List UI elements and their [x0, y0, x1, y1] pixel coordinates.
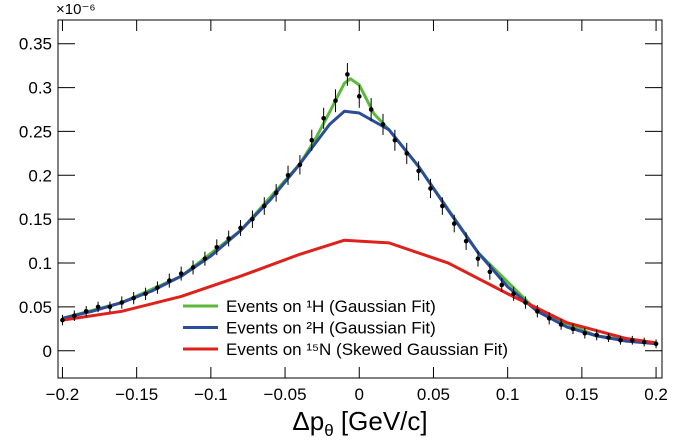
- data-point: [107, 304, 113, 310]
- data-point: [261, 203, 267, 209]
- legend-label: Events on ¹⁵N (Skewed Gaussian Fit): [226, 340, 508, 359]
- x-tick-label: 0: [355, 385, 364, 404]
- data-point: [535, 309, 540, 314]
- x-tick-label: 0.15: [565, 385, 598, 404]
- data-point: [511, 291, 516, 297]
- data-point: [463, 238, 469, 244]
- data-point: [119, 300, 125, 305]
- data-point: [285, 173, 291, 178]
- data-point: [380, 122, 386, 127]
- data-point: [95, 304, 101, 310]
- data-point: [582, 330, 588, 336]
- data-point: [630, 337, 635, 343]
- x-tick-label: 0.05: [417, 385, 450, 404]
- data-point: [416, 168, 421, 174]
- x-label-sub: θ: [324, 421, 333, 440]
- data-point: [167, 278, 172, 283]
- data-point: [238, 225, 243, 231]
- data-point: [72, 313, 77, 319]
- y-multiplier: ×10⁻⁶: [56, 1, 96, 18]
- data-point: [202, 256, 208, 261]
- legend-label: Events on ¹H (Gaussian Fit): [226, 297, 436, 316]
- y-tick-label: 0.1: [28, 254, 52, 273]
- data-point: [190, 265, 196, 270]
- fit-line: [62, 238, 657, 345]
- data-point: [83, 309, 89, 314]
- x-tick-label: −0.05: [264, 385, 307, 404]
- data-point: [499, 282, 505, 288]
- data-point: [143, 291, 148, 297]
- data-point: [250, 216, 255, 222]
- data-point: [475, 256, 481, 261]
- data-point: [570, 326, 576, 332]
- data-point: [321, 115, 326, 121]
- data-point: [155, 285, 160, 290]
- data-point: [558, 322, 564, 327]
- data-point: [618, 337, 623, 343]
- data-point: [523, 300, 528, 305]
- data-point: [178, 271, 184, 276]
- data-point: [345, 72, 350, 77]
- data-point: [641, 339, 647, 345]
- y-tick-label: 0.35: [19, 35, 52, 54]
- data-point: [297, 162, 303, 168]
- y-tick-label: 0.05: [19, 298, 52, 317]
- y-tick-label: 0.2: [28, 166, 52, 185]
- data-point: [309, 137, 315, 143]
- data-point: [404, 151, 410, 156]
- x-label-rest: [GeV/c]: [334, 406, 428, 436]
- data-point: [214, 244, 220, 250]
- y-tick-label: 0.15: [19, 210, 52, 229]
- data-point: [273, 190, 279, 196]
- data-point: [428, 186, 433, 191]
- data-point: [333, 98, 338, 104]
- data-point: [440, 203, 445, 209]
- data-point: [226, 236, 231, 241]
- data-point: [594, 332, 600, 338]
- x-tick-label: 0.2: [644, 385, 668, 404]
- y-tick-label: 0: [43, 342, 52, 361]
- data-point: [546, 316, 552, 321]
- x-tick-label: −0.15: [115, 385, 158, 404]
- data-point: [60, 317, 65, 323]
- y-tick-label: 0.25: [19, 122, 52, 141]
- data-point: [392, 137, 398, 143]
- data-point: [131, 295, 136, 301]
- x-axis-label: Δpθ [GeV/c]: [292, 406, 427, 440]
- x-label-main: Δp: [292, 406, 324, 436]
- fit-line: [62, 109, 657, 346]
- data-point: [451, 221, 457, 226]
- data-point: [487, 269, 493, 275]
- data-point: [653, 341, 659, 347]
- x-tick-label: 0.1: [496, 385, 520, 404]
- y-tick-label: 0.3: [28, 79, 52, 98]
- data-point: [368, 107, 374, 112]
- legend-label: Events on ²H (Gaussian Fit): [226, 319, 436, 338]
- x-tick-label: −0.1: [194, 385, 228, 404]
- data-point: [606, 335, 611, 340]
- plot-frame: [57, 19, 663, 379]
- data-point: [356, 94, 362, 99]
- x-tick-label: −0.2: [46, 385, 80, 404]
